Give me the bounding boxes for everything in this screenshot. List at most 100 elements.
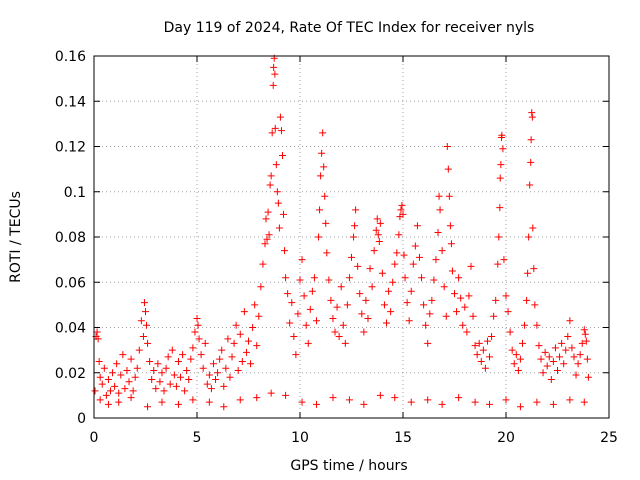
data-point [405,317,413,325]
data-point [496,204,504,212]
data-point [212,376,220,384]
data-point [104,376,112,384]
data-point [268,129,276,137]
data-point [512,351,520,359]
data-point [576,351,584,359]
data-point [352,206,360,214]
data-point [354,262,362,270]
data-point [170,371,178,379]
data-point [486,353,494,361]
data-point [127,394,135,402]
data-point [373,215,381,223]
data-point [516,355,524,363]
data-point [496,174,504,182]
data-point [556,353,564,361]
data-point [549,400,557,408]
data-point [409,260,417,268]
data-point [329,314,337,322]
data-point [257,283,265,291]
data-point [391,260,399,268]
data-point [281,247,289,255]
data-point [304,339,312,347]
data-point [444,165,452,173]
data-point [403,299,411,307]
data-point [274,199,282,207]
data-point [137,317,145,325]
data-point [523,296,531,304]
data-point [115,398,123,406]
y-tick-label: 0.14 [55,94,86,110]
data-point [473,351,481,359]
data-point [494,260,502,268]
data-point [232,321,240,329]
data-point [272,161,280,169]
data-point [566,317,574,325]
data-point [195,335,203,343]
y-tick-label: 0 [77,411,86,427]
data-point [269,81,277,89]
data-point [490,312,498,320]
data-point [148,376,156,384]
data-point [391,394,399,402]
data-point [251,301,259,309]
data-point [236,330,244,338]
data-point [337,283,345,291]
data-point [205,371,213,379]
data-point [317,172,325,180]
data-point [261,240,269,248]
data-point [158,398,166,406]
data-point [222,364,230,372]
data-point [446,222,454,230]
data-point [455,274,463,282]
data-point [562,346,570,354]
data-point [395,231,403,239]
data-point [278,152,286,160]
data-point [333,303,341,311]
x-tick-label: 15 [394,430,412,446]
data-point [174,400,182,408]
data-point [477,357,485,365]
data-point [360,328,368,336]
data-point [527,158,535,166]
data-point [187,355,195,363]
data-point [497,161,505,169]
data-point [459,321,467,329]
data-point [453,308,461,316]
data-point [479,346,487,354]
data-point [541,348,549,356]
data-point [467,262,475,270]
data-point [199,364,207,372]
data-point [125,378,133,386]
data-point [486,400,494,408]
y-tick-label: 0.08 [55,230,86,246]
data-point [325,276,333,284]
data-point [275,224,283,232]
data-point [331,328,339,336]
data-point [451,290,458,298]
data-point [312,317,320,325]
data-point [375,238,383,246]
data-point [267,172,275,180]
data-point [277,127,285,135]
data-point [426,310,434,318]
data-point [533,321,541,329]
data-point [189,344,197,352]
data-point [183,366,191,374]
data-point [443,143,451,150]
data-point [323,249,331,257]
data-point [143,321,151,329]
data-point [115,389,123,397]
data-point [123,366,131,374]
data-point [100,364,108,372]
data-point [133,364,141,372]
data-point [224,335,232,343]
data-point [442,312,450,320]
data-point [220,403,228,411]
data-point [96,373,104,381]
data-point [463,328,471,336]
data-point [207,385,215,393]
data-point [582,337,590,345]
data-point [249,324,257,331]
data-point [465,292,473,300]
data-point [220,382,228,390]
